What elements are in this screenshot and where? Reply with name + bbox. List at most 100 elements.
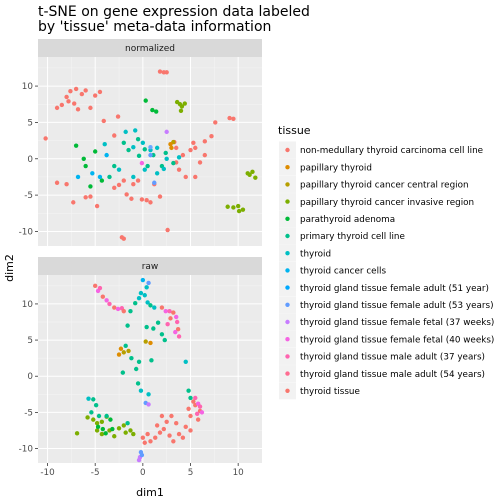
data-point [59, 102, 65, 108]
legend-item: thyroid gland tissue female fetal (37 we… [279, 313, 494, 331]
data-point [73, 143, 79, 148]
data-point [148, 340, 153, 346]
data-point [104, 298, 109, 303]
legend-item: thyroid gland tissue male adult (37 year… [279, 347, 485, 365]
data-point [154, 145, 160, 151]
data-point [115, 306, 121, 312]
data-point [250, 169, 255, 175]
data-point [213, 120, 218, 125]
data-point [88, 194, 93, 199]
data-point [116, 182, 122, 188]
data-point [164, 70, 169, 75]
data-point [227, 115, 232, 121]
legend-item: thyroid tissue [279, 382, 360, 400]
legend-swatch [285, 371, 290, 376]
data-point [93, 402, 99, 408]
legend-swatch [285, 319, 290, 325]
data-point [157, 194, 163, 199]
data-point [168, 142, 173, 147]
data-point [180, 152, 186, 158]
data-point [64, 94, 69, 100]
data-point [97, 89, 103, 95]
data-point [126, 147, 131, 153]
data-point [231, 116, 236, 121]
legend-label: papillary thyroid cancer central region [300, 181, 469, 191]
data-point [174, 145, 179, 151]
data-point [81, 156, 86, 161]
data-point [150, 107, 155, 113]
data-point [145, 431, 150, 437]
data-point [148, 439, 153, 444]
data-point [43, 136, 48, 141]
chart-title-line-1: t-SNE on gene expression data labeled [38, 4, 310, 20]
data-point [83, 195, 88, 200]
x-tick-label: -5 [91, 468, 100, 478]
x-tick-label: 0 [140, 468, 146, 478]
data-point [68, 88, 73, 94]
data-point [104, 152, 109, 158]
legend-swatch [285, 233, 290, 239]
data-point [145, 300, 150, 305]
data-point [96, 413, 102, 419]
data-point [202, 139, 208, 144]
data-point [112, 434, 117, 439]
data-point [108, 417, 113, 422]
data-point [176, 167, 182, 172]
data-point [171, 310, 176, 315]
data-point [64, 182, 69, 187]
data-point [202, 152, 208, 158]
data-point [112, 185, 117, 191]
legend-label: thyroid gland tissue female adult (53 ye… [300, 301, 494, 311]
legend-swatch [285, 165, 290, 170]
data-point [126, 348, 131, 354]
data-point [131, 431, 136, 437]
data-point [89, 410, 94, 415]
data-point [110, 426, 115, 432]
data-point [140, 140, 146, 145]
data-point [174, 319, 180, 325]
data-point [144, 198, 149, 203]
data-point [136, 153, 142, 159]
data-point [133, 301, 138, 306]
y-tick-label: -10 [19, 445, 34, 455]
data-point [188, 395, 193, 401]
data-point [186, 406, 191, 411]
legend-item: papillary thyroid [279, 158, 372, 176]
data-point [165, 321, 170, 327]
data-point [164, 129, 169, 135]
x-tick-label: -10 [40, 468, 55, 478]
data-point [154, 109, 159, 114]
data-point [92, 93, 98, 98]
data-point [125, 421, 130, 426]
data-point [178, 108, 184, 113]
data-point [155, 320, 161, 325]
facet-panels: normalized -10 -5 0 5 10 raw -10 -5 0 5 10 [19, 39, 262, 463]
data-point [83, 88, 88, 93]
data-point [148, 144, 153, 150]
data-point [197, 160, 203, 165]
data-point [72, 101, 77, 106]
data-point [183, 424, 188, 430]
data-point [148, 303, 153, 308]
data-point [79, 91, 85, 97]
data-point [116, 352, 122, 357]
data-point [138, 388, 144, 393]
data-point [142, 167, 147, 172]
data-point [165, 227, 170, 233]
y-tick-label: 0 [27, 155, 33, 165]
data-point [151, 326, 156, 331]
y-tick-label: 10 [22, 300, 34, 310]
data-point [83, 163, 88, 169]
legend-item: thyroid [279, 244, 331, 262]
legend-label: thyroid cancer cells [300, 267, 386, 277]
data-point [161, 166, 167, 172]
x-axis: -10 -5 0 5 10 [40, 463, 244, 478]
data-point [112, 305, 117, 310]
data-point [197, 404, 203, 409]
legend-label: thyroid gland tissue female adult (51 ye… [300, 284, 489, 294]
y-tick-label: -5 [24, 408, 33, 418]
data-point [145, 163, 150, 169]
data-point [163, 150, 168, 156]
legend-item: parathyroid adenoma [279, 210, 395, 228]
legend-label: papillary thyroid [300, 163, 372, 173]
